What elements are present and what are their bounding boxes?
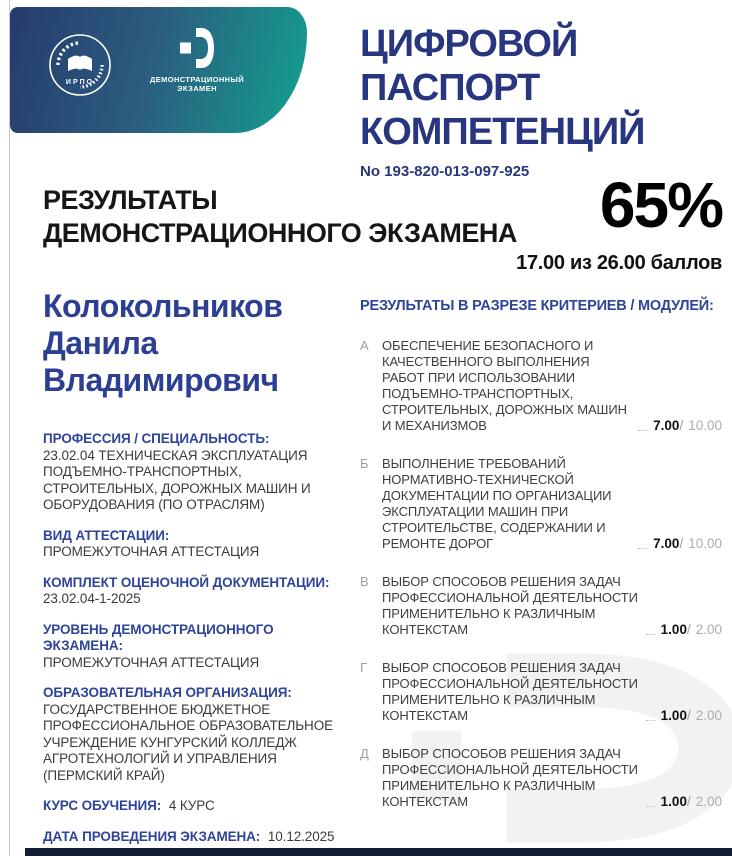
criterion-body: ВЫБОР СПОСОБОВ РЕШЕНИЯ ЗАДАЧ ПРОФЕССИОНА… [382,660,722,724]
criterion-score-slash: / [686,794,691,809]
criterion-letter: Г [360,660,368,675]
field-label: ПРОФЕССИЯ / СПЕЦИАЛЬНОСТЬ: [43,431,270,446]
page-title-line2: КОМПЕТЕНЦИЙ [360,111,645,153]
criterion-score-slash: / [686,622,691,637]
criterion-row-a: А ОБЕСПЕЧЕНИЕ БЕЗОПАСНОГО И КАЧЕСТВЕННОГ… [360,338,722,434]
field-profession: ПРОФЕССИЯ / СПЕЦИАЛЬНОСТЬ: 23.02.04 ТЕХН… [43,431,337,514]
field-label: ВИД АТТЕСТАЦИИ: [43,527,170,543]
field-attestation-type: ВИД АТТЕСТАЦИИ: ПРОМЕЖУТОЧНАЯ АТТЕСТАЦИЯ [43,528,337,561]
field-documentation-kit: КОМПЛЕКТ ОЦЕНОЧНОЙ ДОКУМЕНТАЦИИ: 23.02.0… [43,575,337,608]
dotted-leader [645,806,656,807]
criterion-score: 1.00/ 2.00 [661,708,722,724]
irpo-logo-label: ИРПО [66,79,94,86]
criterion-score-value: 1.00 [660,794,687,809]
criterion-score: 1.00/ 2.00 [661,794,722,810]
field-value: 23.02.04 ТЕХНИЧЕСКАЯ ЭКСПЛУАТАЦИЯ ПОДЪЕМ… [43,447,311,513]
field-value: ГОСУДАРСТВЕННОЕ БЮДЖЕТНОЕ ПРОФЕССИОНАЛЬН… [43,701,334,783]
results-heading: РЕЗУЛЬТАТЫ ДЕМОНСТРАЦИОННОГО ЭКЗАМЕНА [43,185,517,248]
criterion-letter: В [360,574,369,589]
exam-logo-label-line1: ДЕМОНСТРАЦИОННЫЙ [149,75,245,84]
criterion-score-max: 10.00 [688,418,722,433]
page-left-border [9,0,10,856]
passport-number: No 193-820-013-097-925 [360,163,530,180]
criterion-score-slash: / [679,418,684,433]
field-label: КУРС ОБУЧЕНИЯ: [43,798,162,813]
page-title-line1: ЦИФРОВОЙ ПАСПОРТ [360,23,578,109]
criterion-body: ОБЕСПЕЧЕНИЕ БЕЗОПАСНОГО И КАЧЕСТВЕННОГО … [382,338,722,434]
field-label: ДАТА ПРОВЕДЕНИЯ ЭКЗАМЕНА: [43,828,261,844]
irpo-logo-icon: ИРПО [49,34,111,96]
field-label: УРОВЕНЬ ДЕМОНСТРАЦИОННОГО ЭКЗАМЕНА: [43,621,274,654]
criterion-score-max: 2.00 [695,794,722,809]
field-educational-organization: ОБРАЗОВАТЕЛЬНАЯ ОРГАНИЗАЦИЯ: ГОСУДАРСТВЕ… [43,685,337,784]
field-exam-level: УРОВЕНЬ ДЕМОНСТРАЦИОННОГО ЭКЗАМЕНА: ПРОМ… [43,622,337,672]
page-title: ЦИФРОВОЙ ПАСПОРТ КОМПЕТЕНЦИЙ [360,22,726,154]
criterion-score-slash: / [686,708,691,723]
field-label: ОБРАЗОВАТЕЛЬНАЯ ОРГАНИЗАЦИЯ: [43,685,292,700]
total-points-value: 17.00 из 26.00 баллов [516,252,722,274]
field-value: ПРОМЕЖУТОЧНАЯ АТТЕСТАЦИЯ [43,654,260,670]
criterion-score-max: 2.00 [695,622,722,637]
criterion-row-b: Б ВЫПОЛНЕНИЕ ТРЕБОВАНИЙ НОРМАТИВНО-ТЕХНИ… [360,456,722,552]
header-banner: ИРПО ДЕМОНСТРАЦИОННЫЙ ЭКЗАМЕН [10,7,307,133]
criterion-text: ВЫБОР СПОСОБОВ РЕШЕНИЯ ЗАДАЧ ПРОФЕССИОНА… [382,660,638,723]
criterion-letter: Д [360,746,369,761]
criterion-text: ВЫБОР СПОСОБОВ РЕШЕНИЯ ЗАДАЧ ПРОФЕССИОНА… [382,746,638,809]
criterion-row-g: Г ВЫБОР СПОСОБОВ РЕШЕНИЯ ЗАДАЧ ПРОФЕССИО… [360,660,722,724]
criterion-text: ВЫПОЛНЕНИЕ ТРЕБОВАНИЙ НОРМАТИВНО-ТЕХНИЧЕ… [382,456,612,551]
criterion-row-v: В ВЫБОР СПОСОБОВ РЕШЕНИЯ ЗАДАЧ ПРОФЕССИО… [360,574,722,638]
criterion-score-max: 2.00 [695,708,722,723]
criterion-body: ВЫПОЛНЕНИЕ ТРЕБОВАНИЙ НОРМАТИВНО-ТЕХНИЧЕ… [382,456,722,552]
student-info-column: Колокольников Данила Владимирович ПРОФЕС… [43,288,337,856]
footer-bar [25,848,732,856]
exam-logo-icon [180,28,214,68]
criterion-score: 7.00/ 10.00 [653,536,722,552]
criteria-results-column: РЕЗУЛЬТАТЫ В РАЗРЕЗЕ КРИТЕРИЕВ / МОДУЛЕЙ… [360,298,722,832]
criterion-text: ОБЕСПЕЧЕНИЕ БЕЗОПАСНОГО И КАЧЕСТВЕННОГО … [382,338,627,433]
criterion-score-slash: / [679,536,684,551]
dotted-leader [638,548,649,549]
criterion-body: ВЫБОР СПОСОБОВ РЕШЕНИЯ ЗАДАЧ ПРОФЕССИОНА… [382,574,722,638]
criterion-text: ВЫБОР СПОСОБОВ РЕШЕНИЯ ЗАДАЧ ПРОФЕССИОНА… [382,574,638,637]
total-percent-value: 65% [599,169,724,241]
criterion-score-value: 1.00 [660,708,687,723]
criterion-score-value: 1.00 [660,622,687,637]
dotted-leader [645,720,656,721]
field-value: ПРОМЕЖУТОЧНАЯ АТТЕСТАЦИЯ [43,544,260,559]
criterion-score-max: 10.00 [688,536,722,551]
criterion-row-d: Д ВЫБОР СПОСОБОВ РЕШЕНИЯ ЗАДАЧ ПРОФЕССИО… [360,746,722,810]
document-title-block: ЦИФРОВОЙ ПАСПОРТ КОМПЕТЕНЦИЙ No 193-820-… [360,22,726,180]
criteria-heading: РЕЗУЛЬТАТЫ В РАЗРЕЗЕ КРИТЕРИЕВ / МОДУЛЕЙ… [360,298,714,314]
field-label: КОМПЛЕКТ ОЦЕНОЧНОЙ ДОКУМЕНТАЦИИ: [43,574,330,590]
field-exam-date: ДАТА ПРОВЕДЕНИЯ ЭКЗАМЕНА: 10.12.2025 [43,829,337,846]
criterion-score-value: 7.00 [653,536,680,551]
field-course: КУРС ОБУЧЕНИЯ: 4 КУРС [43,798,337,815]
criterion-score-value: 7.00 [653,418,680,433]
dotted-leader [638,430,649,431]
criterion-body: ВЫБОР СПОСОБОВ РЕШЕНИЯ ЗАДАЧ ПРОФЕССИОНА… [382,746,722,810]
student-name: Колокольников Данила Владимирович [43,288,283,398]
criterion-score: 1.00/ 2.00 [661,622,722,638]
exam-logo: ДЕМОНСТРАЦИОННЫЙ ЭКЗАМЕН [130,27,264,93]
criterion-letter: Б [360,456,369,471]
criterion-letter: А [360,338,369,353]
field-value: 10.12.2025 [267,828,335,844]
exam-logo-label-line2: ЭКЗАМЕН [177,84,217,93]
exam-logo-label: ДЕМОНСТРАЦИОННЫЙ ЭКЗАМЕН [130,75,264,93]
field-value: 23.02.04-1-2025 [43,591,141,606]
field-value: 4 КУРС [168,798,215,813]
dotted-leader [645,634,656,635]
criterion-score: 7.00/ 10.00 [653,418,722,434]
